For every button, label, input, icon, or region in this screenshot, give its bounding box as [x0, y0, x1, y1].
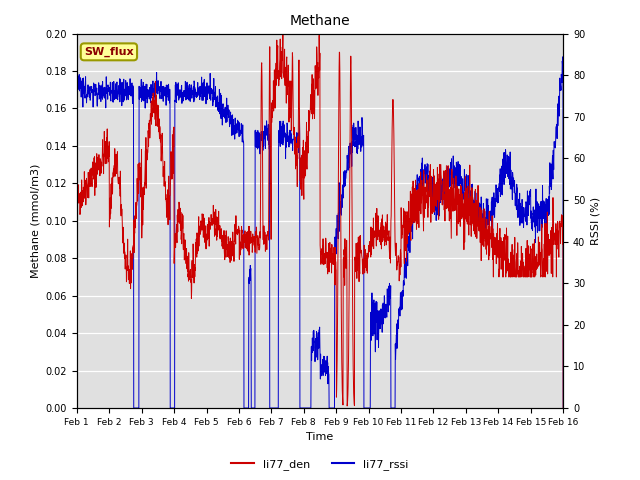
Title: Methane: Methane	[290, 14, 350, 28]
X-axis label: Time: Time	[307, 432, 333, 442]
Y-axis label: RSSI (%): RSSI (%)	[591, 197, 601, 245]
Y-axis label: Methane (mmol/m3): Methane (mmol/m3)	[30, 164, 40, 278]
Legend: li77_den, li77_rssi: li77_den, li77_rssi	[227, 455, 413, 474]
Text: SW_flux: SW_flux	[84, 47, 134, 57]
